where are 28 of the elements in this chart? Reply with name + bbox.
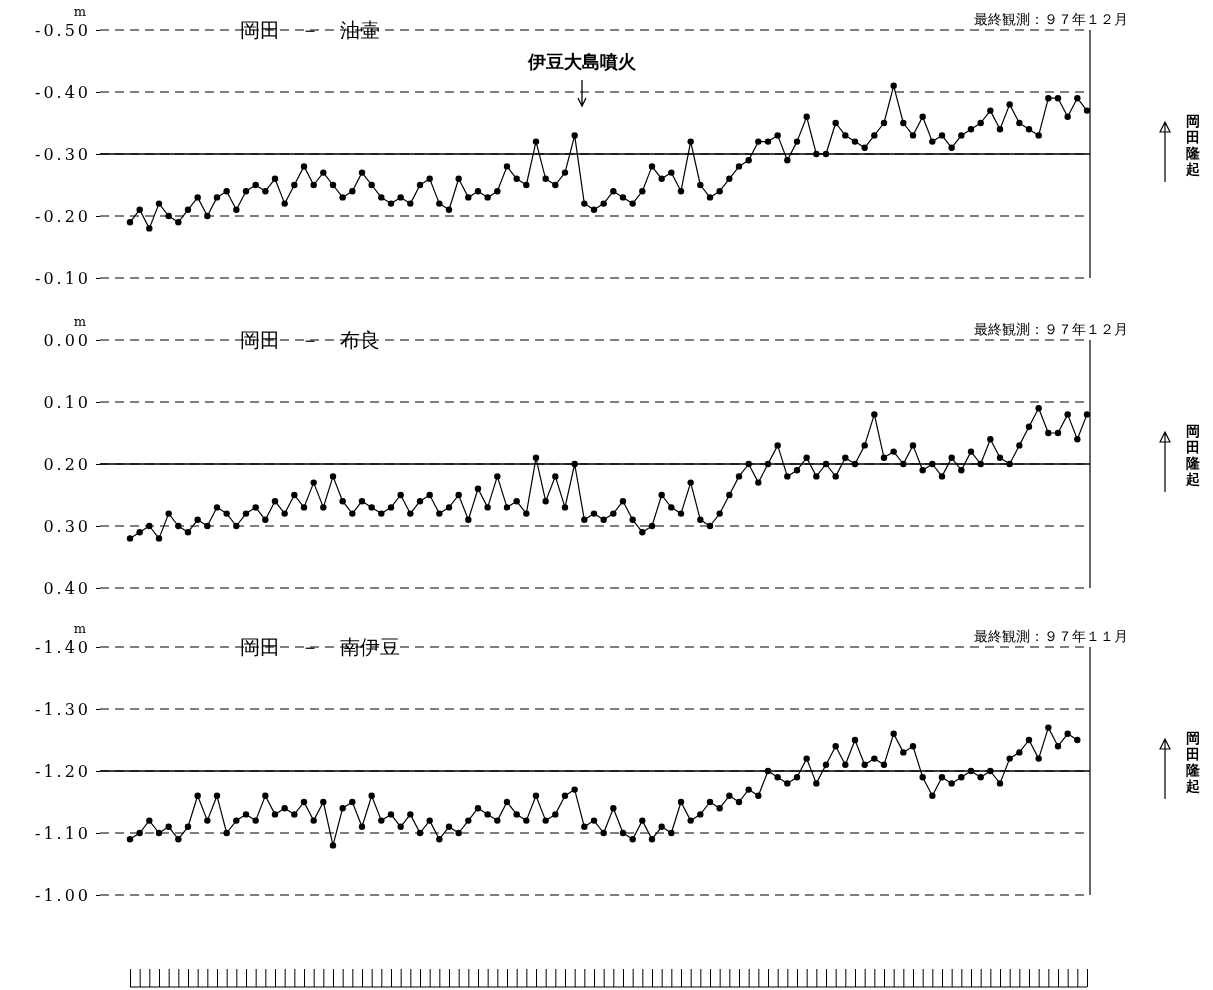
y-tick-label: -0.40 — [34, 82, 91, 102]
y-tick-label: -1.10 — [34, 823, 91, 843]
text: 岡田隆起 — [1185, 423, 1200, 487]
y-tick-label: -0.50 — [34, 20, 91, 40]
y-tick-label: 0.00 — [43, 330, 91, 350]
y-tick-label: 0.40 — [43, 578, 91, 598]
y-tick-label: -0.30 — [34, 144, 91, 164]
y-tick-label: 0.20 — [43, 454, 91, 474]
y-axis-title: m — [73, 314, 87, 329]
y-tick-label: 0.30 — [43, 516, 91, 536]
y-axis-title: m — [73, 4, 87, 19]
y-tick-label: -1.20 — [34, 761, 91, 781]
y-tick-label: 0.10 — [43, 392, 91, 412]
text: 岡田隆起 — [1185, 113, 1200, 177]
text: 岡田隆起 — [1185, 730, 1200, 794]
y-tick-label: -1.30 — [34, 699, 91, 719]
chart-subtitle: 最終観測：９７年１２月 — [974, 11, 1128, 27]
y-tick-label: -1.00 — [34, 885, 91, 905]
y-axis-title: m — [73, 621, 87, 636]
chart-title: 岡田 － 布良 — [240, 328, 380, 352]
chart-subtitle: 最終観測：９７年１２月 — [974, 321, 1128, 337]
chart-subtitle: 最終観測：９７年１１月 — [974, 628, 1128, 644]
chart-title: 岡田 － 南伊豆 — [240, 635, 400, 659]
y-tick-label: -1.40 — [34, 637, 91, 657]
y-tick-label: -0.20 — [34, 206, 91, 226]
chart-title: 岡田 － 油壷 — [240, 18, 380, 42]
annotation: 伊豆大島噴火 — [527, 51, 637, 72]
y-tick-label: -0.10 — [34, 268, 91, 288]
